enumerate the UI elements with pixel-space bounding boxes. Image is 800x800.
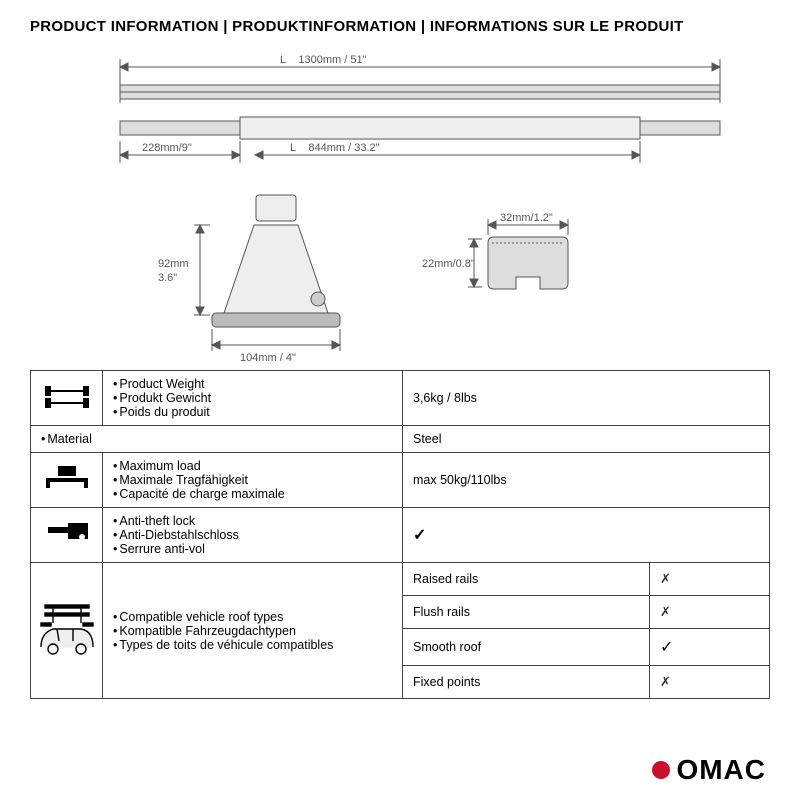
lock-value <box>403 508 770 563</box>
rooftype-name-2: Smooth roof <box>403 629 650 666</box>
svg-text:92mm: 92mm <box>158 258 189 270</box>
svg-text:22mm/0.8": 22mm/0.8" <box>422 258 475 270</box>
rooftype-mark-1 <box>650 596 770 629</box>
weight-icon <box>31 371 103 426</box>
weight-value: 3,6kg / 8lbs <box>403 371 770 426</box>
row-material: Material Steel <box>31 426 770 453</box>
spec-table: Product Weight Produkt Gewicht Poids du … <box>30 370 770 699</box>
lock-icon <box>31 508 103 563</box>
dimension-diagram: L 1300mm / 51" 228mm/9" L 844mm / 33.2" … <box>30 45 770 370</box>
svg-text:L 844mm / 33.2": L 844mm / 33.2" <box>290 142 380 154</box>
row-lock: Anti-theft lock Anti-Diebstahlschloss Se… <box>31 508 770 563</box>
rooftype-name-3: Fixed points <box>403 666 650 699</box>
svg-text:L 1300mm / 51": L 1300mm / 51" <box>280 54 367 66</box>
rooftype-mark-0 <box>650 563 770 596</box>
load-value: max 50kg/110lbs <box>403 453 770 508</box>
row-weight: Product Weight Produkt Gewicht Poids du … <box>31 371 770 426</box>
load-labels: Maximum load Maximale Tragfähigkeit Capa… <box>103 453 403 508</box>
weight-labels: Product Weight Produkt Gewicht Poids du … <box>103 371 403 426</box>
material-value: Steel <box>403 426 770 453</box>
brand-dot-icon <box>652 761 670 779</box>
page-title: PRODUCT INFORMATION | PRODUKTINFORMATION… <box>30 18 770 35</box>
svg-text:3.6": 3.6" <box>158 272 177 284</box>
vehicle-icon <box>31 563 103 699</box>
brand-logo: OMAC <box>652 754 766 786</box>
svg-text:228mm/9": 228mm/9" <box>142 142 192 154</box>
row-rooftype-0: Compatible vehicle roof types Kompatible… <box>31 563 770 596</box>
lock-labels: Anti-theft lock Anti-Diebstahlschloss Se… <box>103 508 403 563</box>
brand-text: OMAC <box>676 754 766 786</box>
rooftype-name-1: Flush rails <box>403 596 650 629</box>
rooftype-labels: Compatible vehicle roof types Kompatible… <box>103 563 403 699</box>
rooftype-mark-2 <box>650 629 770 666</box>
load-icon <box>31 453 103 508</box>
svg-text:104mm / 4": 104mm / 4" <box>240 352 296 364</box>
material-labels: Material <box>31 426 403 453</box>
rooftype-mark-3 <box>650 666 770 699</box>
svg-text:32mm/1.2": 32mm/1.2" <box>500 212 553 224</box>
rooftype-name-0: Raised rails <box>403 563 650 596</box>
row-load: Maximum load Maximale Tragfähigkeit Capa… <box>31 453 770 508</box>
